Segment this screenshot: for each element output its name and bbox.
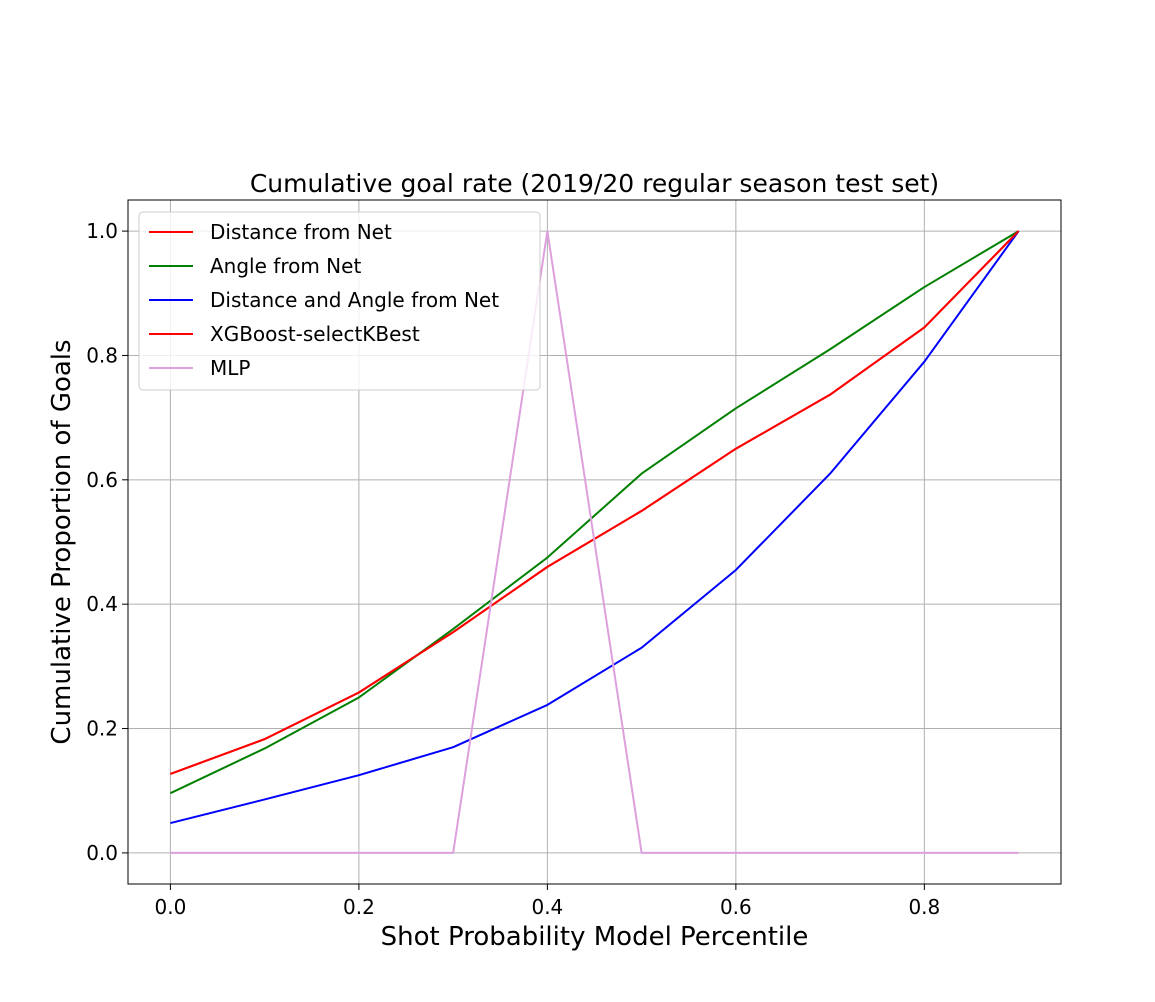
x-tick-label: 0.4 bbox=[531, 895, 563, 919]
chart-title: Cumulative goal rate (2019/20 regular se… bbox=[250, 169, 939, 198]
y-tick-label: 0.6 bbox=[86, 468, 118, 492]
y-tick-label: 0.2 bbox=[86, 717, 118, 741]
series-line-2 bbox=[170, 230, 1020, 825]
ticks: 0.0 0.2 0.4 0.6 0.8 0.0 0.2 0.4 0.6 0.8 1.0 bbox=[86, 219, 940, 919]
legend-label: Angle from Net bbox=[210, 254, 361, 278]
y-axis-label: Cumulative Proportion of Goals bbox=[47, 339, 77, 744]
plot-lines bbox=[169, 230, 1020, 854]
legend-label: Distance and Angle from Net bbox=[210, 288, 499, 312]
legend-label: MLP bbox=[210, 356, 250, 380]
legend-box bbox=[138, 211, 541, 391]
y-tick-label: 0.0 bbox=[86, 841, 118, 865]
legend-label: XGBoost-selectKBest bbox=[210, 322, 420, 346]
legend-label: Distance from Net bbox=[210, 220, 392, 244]
y-tick-label: 0.8 bbox=[86, 343, 118, 367]
x-tick-label: 0.6 bbox=[720, 895, 752, 919]
x-tick-label: 0.8 bbox=[908, 895, 940, 919]
x-axis-label: Shot Probability Model Percentile bbox=[381, 922, 809, 952]
series-line-1 bbox=[169, 230, 1020, 795]
y-tick-label: 0.4 bbox=[86, 592, 118, 616]
series-line-4 bbox=[170, 230, 1019, 854]
x-tick-label: 0.0 bbox=[155, 895, 187, 919]
axes-frame bbox=[127, 199, 1062, 885]
y-tick-label: 1.0 bbox=[86, 219, 118, 243]
x-tick-label: 0.2 bbox=[343, 895, 375, 919]
legend: Distance from Net Angle from Net Distance … bbox=[138, 211, 541, 391]
